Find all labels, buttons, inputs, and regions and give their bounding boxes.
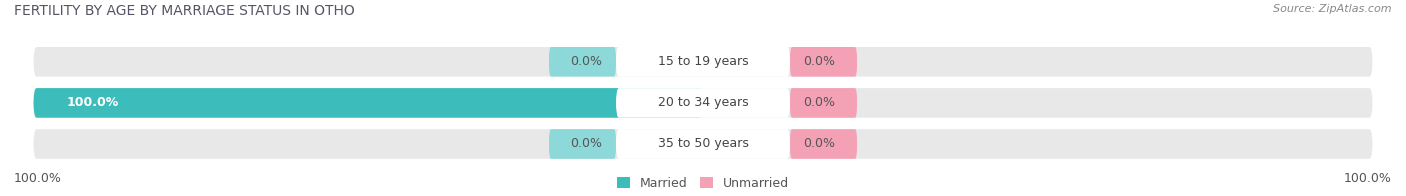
Text: FERTILITY BY AGE BY MARRIAGE STATUS IN OTHO: FERTILITY BY AGE BY MARRIAGE STATUS IN O… — [14, 4, 354, 18]
Text: 100.0%: 100.0% — [1344, 172, 1392, 185]
Text: 0.0%: 0.0% — [803, 55, 835, 68]
Text: 0.0%: 0.0% — [571, 138, 603, 151]
FancyBboxPatch shape — [616, 129, 790, 159]
Text: 0.0%: 0.0% — [803, 138, 835, 151]
Legend: Married, Unmarried: Married, Unmarried — [617, 177, 789, 190]
FancyBboxPatch shape — [34, 47, 1372, 77]
Text: 35 to 50 years: 35 to 50 years — [658, 138, 748, 151]
Text: 20 to 34 years: 20 to 34 years — [658, 96, 748, 109]
FancyBboxPatch shape — [34, 88, 1372, 118]
Text: 100.0%: 100.0% — [14, 172, 62, 185]
Text: Source: ZipAtlas.com: Source: ZipAtlas.com — [1274, 4, 1392, 14]
FancyBboxPatch shape — [616, 47, 790, 77]
FancyBboxPatch shape — [34, 129, 1372, 159]
Text: 15 to 19 years: 15 to 19 years — [658, 55, 748, 68]
FancyBboxPatch shape — [548, 129, 616, 159]
FancyBboxPatch shape — [790, 47, 858, 77]
FancyBboxPatch shape — [548, 47, 616, 77]
FancyBboxPatch shape — [616, 88, 790, 118]
FancyBboxPatch shape — [790, 129, 858, 159]
FancyBboxPatch shape — [790, 88, 858, 118]
Text: 0.0%: 0.0% — [803, 96, 835, 109]
Text: 0.0%: 0.0% — [571, 55, 603, 68]
FancyBboxPatch shape — [34, 88, 703, 118]
Text: 100.0%: 100.0% — [67, 96, 120, 109]
